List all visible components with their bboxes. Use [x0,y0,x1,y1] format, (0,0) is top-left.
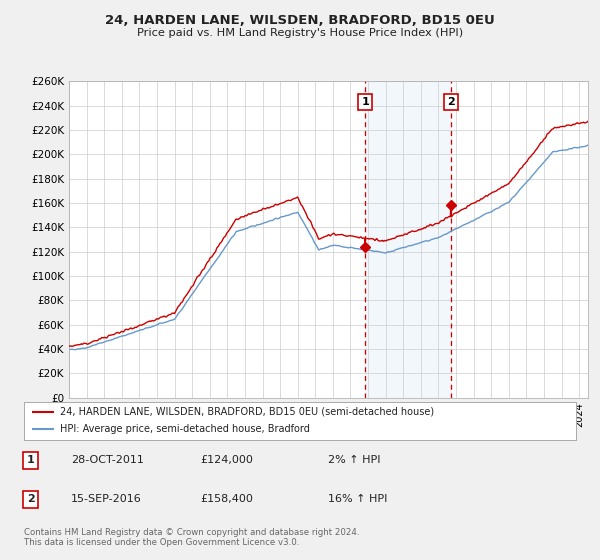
Text: HPI: Average price, semi-detached house, Bradford: HPI: Average price, semi-detached house,… [60,424,310,435]
Text: 28-OCT-2011: 28-OCT-2011 [71,455,144,465]
Text: 1: 1 [27,455,34,465]
Text: Contains HM Land Registry data © Crown copyright and database right 2024.
This d: Contains HM Land Registry data © Crown c… [24,528,359,547]
Text: 2: 2 [447,97,455,107]
Text: 24, HARDEN LANE, WILSDEN, BRADFORD, BD15 0EU: 24, HARDEN LANE, WILSDEN, BRADFORD, BD15… [105,14,495,27]
Text: 2: 2 [27,494,34,504]
Text: 24, HARDEN LANE, WILSDEN, BRADFORD, BD15 0EU (semi-detached house): 24, HARDEN LANE, WILSDEN, BRADFORD, BD15… [60,407,434,417]
Text: 2% ↑ HPI: 2% ↑ HPI [328,455,380,465]
Bar [365,81,451,398]
Text: 16% ↑ HPI: 16% ↑ HPI [328,494,387,504]
Text: Price paid vs. HM Land Registry's House Price Index (HPI): Price paid vs. HM Land Registry's House … [137,28,463,38]
Text: £124,000: £124,000 [200,455,254,465]
Text: £158,400: £158,400 [200,494,254,504]
Text: 1: 1 [361,97,369,107]
Text: 15-SEP-2016: 15-SEP-2016 [71,494,142,504]
